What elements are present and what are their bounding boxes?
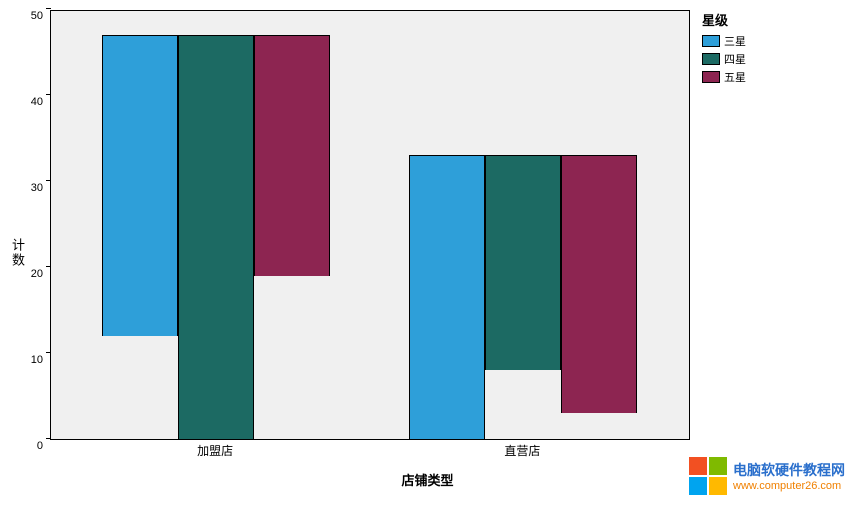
x-tick-label: 加盟店 — [197, 442, 233, 459]
bar — [254, 35, 330, 276]
y-tick-label: 40 — [13, 96, 43, 108]
bar — [178, 35, 254, 439]
logo-square-icon — [689, 457, 707, 475]
x-tick-label: 直营店 — [504, 442, 540, 459]
watermark-logo-icon — [689, 457, 727, 495]
chart-plot-area: 01020304050 — [50, 10, 690, 440]
logo-square-icon — [689, 477, 707, 495]
watermark-title: 电脑软硬件教程网 — [733, 460, 845, 480]
x-axis-label: 店铺类型 — [401, 470, 453, 489]
legend: 星级 三星四星五星 — [702, 10, 746, 87]
legend-swatch-icon — [702, 35, 720, 47]
legend-swatch-icon — [702, 71, 720, 83]
watermark: 电脑软硬件教程网 www.computer26.com — [689, 457, 845, 495]
legend-title: 星级 — [702, 10, 746, 29]
legend-item: 四星 — [702, 51, 746, 67]
y-tick-label: 10 — [13, 354, 43, 366]
logo-square-icon — [709, 457, 727, 475]
y-tick-label: 30 — [13, 182, 43, 194]
y-tick-label: 50 — [13, 10, 43, 22]
bar-group — [102, 35, 330, 439]
y-tick-label: 20 — [13, 268, 43, 280]
bar — [102, 35, 178, 336]
legend-label: 五星 — [724, 69, 746, 85]
legend-item: 五星 — [702, 69, 746, 85]
legend-label: 三星 — [724, 33, 746, 49]
bar — [485, 155, 561, 370]
bar — [561, 155, 637, 413]
y-tick-label: 0 — [13, 440, 43, 452]
logo-square-icon — [709, 477, 727, 495]
y-axis-label: 计数 — [8, 238, 27, 268]
watermark-url: www.computer26.com — [733, 480, 845, 492]
legend-swatch-icon — [702, 53, 720, 65]
legend-label: 四星 — [724, 51, 746, 67]
bar — [409, 155, 485, 439]
legend-item: 三星 — [702, 33, 746, 49]
bar-group — [409, 155, 637, 439]
